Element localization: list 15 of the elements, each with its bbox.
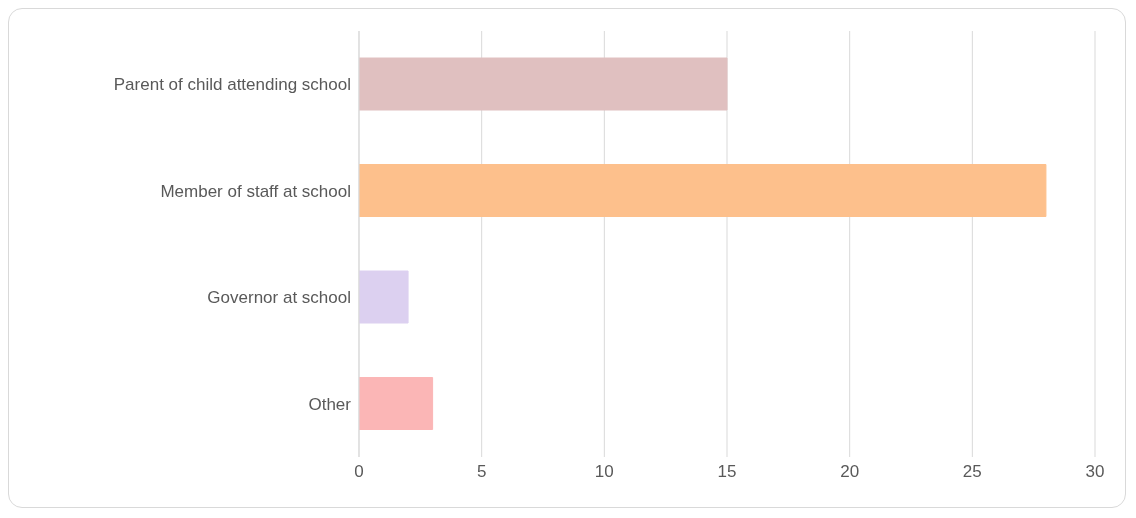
y-tick-label: Governor at school <box>207 288 351 308</box>
x-tick-label: 5 <box>476 462 487 482</box>
x-tick-label: 20 <box>840 462 860 482</box>
y-tick-label: Other <box>308 394 352 414</box>
bar <box>359 377 434 430</box>
x-tick-label: 15 <box>717 462 737 482</box>
x-tick-label: 25 <box>962 462 982 482</box>
x-tick-label: 30 <box>1085 462 1105 482</box>
bar <box>359 57 728 111</box>
bar <box>359 270 409 324</box>
x-tick-label: 10 <box>594 462 614 482</box>
y-tick-label: Member of staff at school <box>160 181 351 201</box>
y-tick-label: Parent of child attending school <box>113 75 351 95</box>
bar <box>359 164 1047 217</box>
x-tick-label: 0 <box>354 462 364 482</box>
